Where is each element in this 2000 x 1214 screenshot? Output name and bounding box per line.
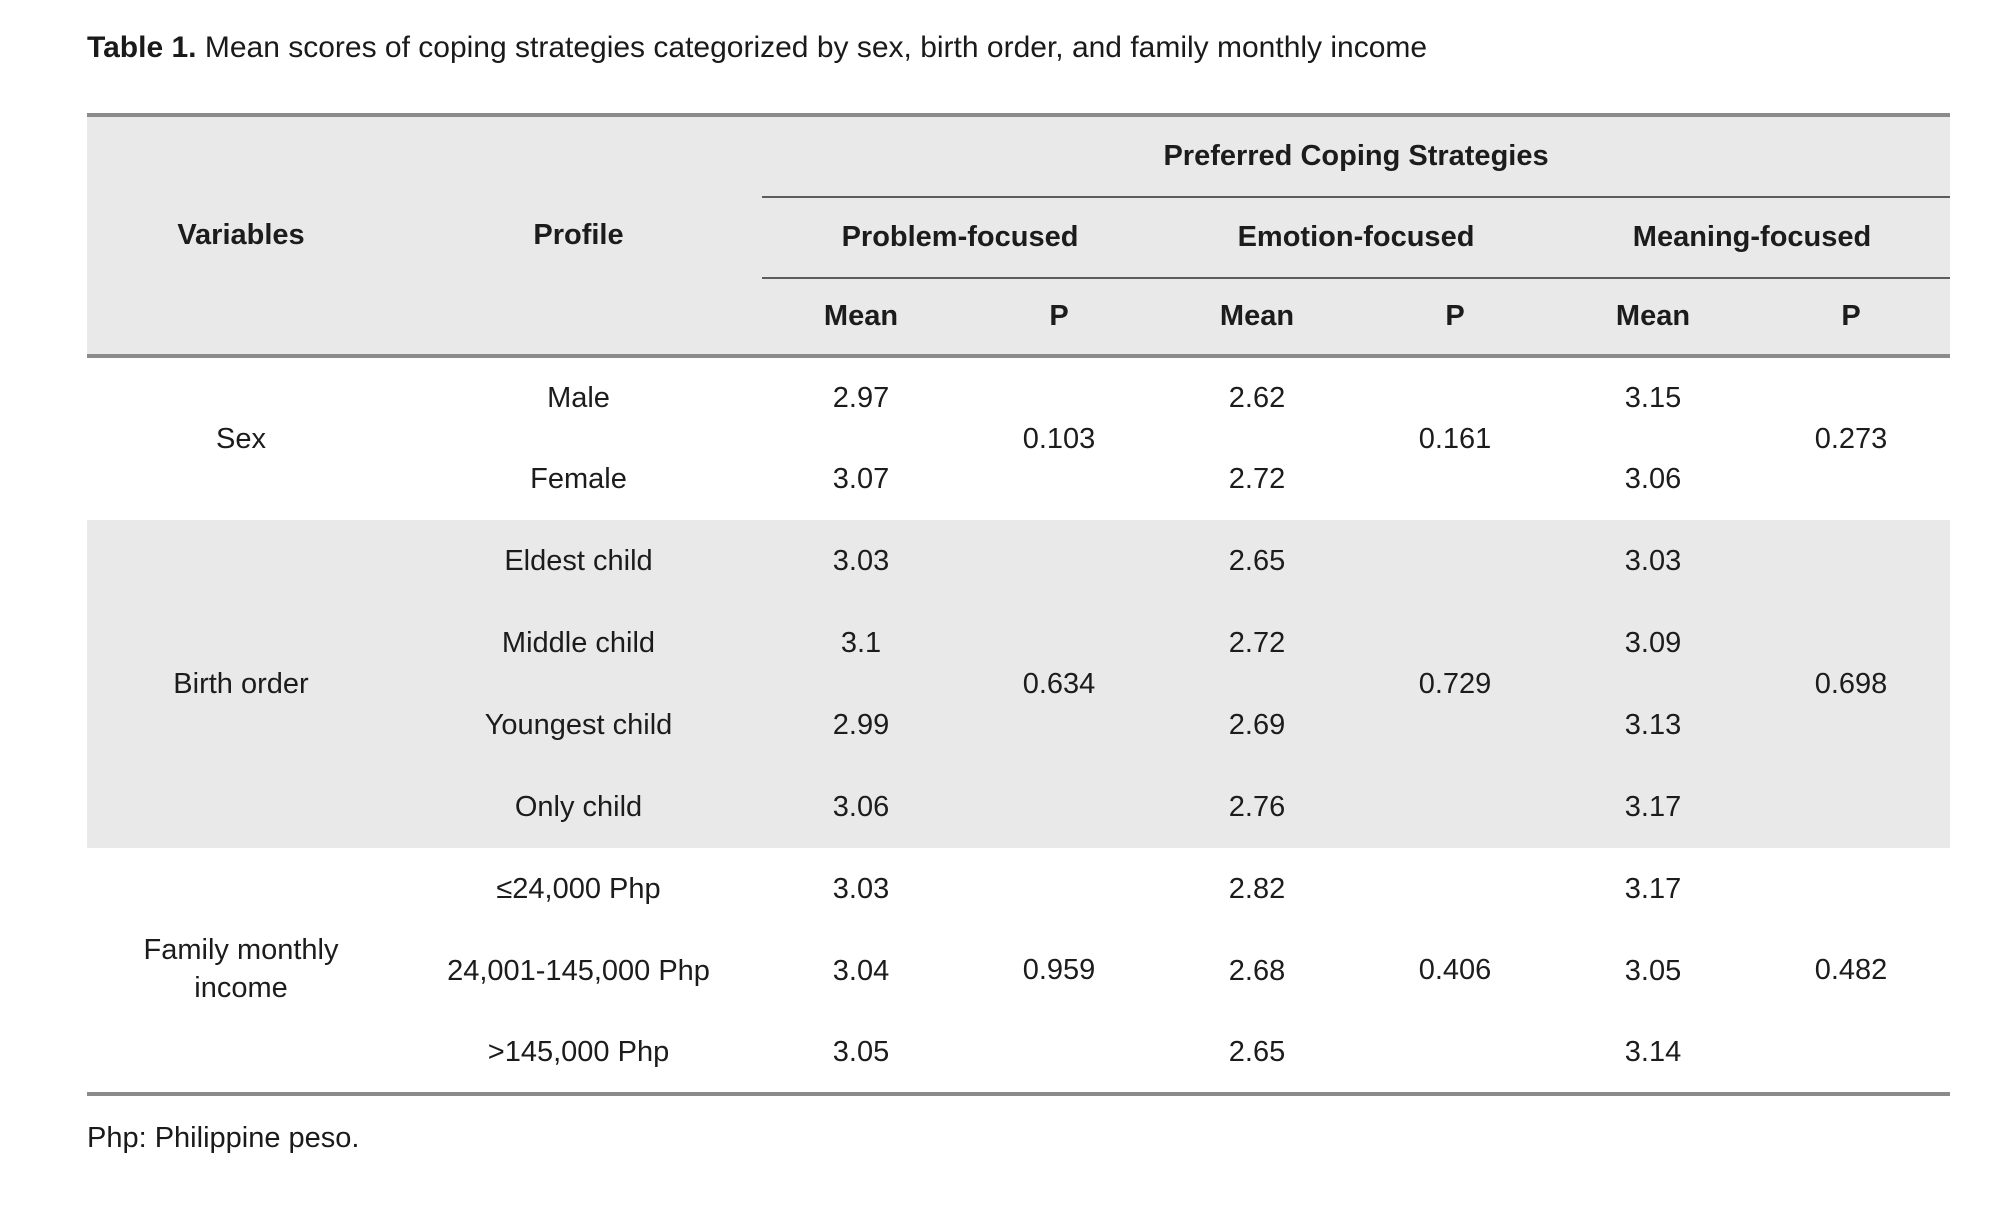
mean-cell: 3.1 xyxy=(762,602,960,684)
mean-cell: 2.65 xyxy=(1158,1012,1356,1094)
mean-cell: 2.99 xyxy=(762,684,960,766)
mean-cell: 3.04 xyxy=(762,930,960,1012)
column-header-mean-meaning: Mean xyxy=(1554,278,1752,358)
section-birth-order: Birth order Eldest child 3.03 0.634 2.65… xyxy=(87,520,1951,848)
column-header-profile: Profile xyxy=(395,115,762,358)
column-group-problem-focused: Problem-focused xyxy=(762,197,1158,279)
mean-cell: 2.76 xyxy=(1158,766,1356,848)
mean-cell: 3.14 xyxy=(1554,1012,1752,1094)
mean-cell: 2.72 xyxy=(1158,438,1356,520)
p-value-cell: 0.273 xyxy=(1752,356,1951,520)
table-row: Middle child 3.1 2.72 3.09 xyxy=(87,602,1950,684)
p-value-cell: 0.729 xyxy=(1356,520,1554,848)
mean-cell: 3.13 xyxy=(1554,684,1752,766)
mean-cell: 3.06 xyxy=(762,766,960,848)
mean-cell: 3.05 xyxy=(762,1012,960,1094)
profile-cell: Only child xyxy=(395,766,762,848)
table-row: Family monthly income ≤24,000 Php 3.03 0… xyxy=(87,848,1951,1094)
mean-cell: 3.17 xyxy=(1554,848,1752,930)
mean-cell: 3.17 xyxy=(1554,766,1752,848)
p-value-cell: 0.161 xyxy=(1356,356,1554,520)
column-header-preferred-coping-strategies: Preferred Coping Strategies xyxy=(762,115,1951,198)
column-group-emotion-focused: Emotion-focused xyxy=(1158,197,1554,279)
mean-cell: 2.68 xyxy=(1158,930,1356,1012)
table-row: 24,001-145,000 Php 3.04 2.68 3.05 xyxy=(87,930,1950,1012)
profile-cell: Middle child xyxy=(395,602,762,684)
p-value-cell: 0.698 xyxy=(1752,520,1951,848)
table-row: Birth order Eldest child 3.03 0.634 2.65… xyxy=(87,520,1951,848)
table-row: Only child 3.06 2.76 3.17 xyxy=(87,766,1950,848)
profile-cell: Youngest child xyxy=(395,684,762,766)
section-sex: Sex Male 2.97 0.103 2.62 0.161 3.15 0.27… xyxy=(87,356,1951,520)
mean-cell: 3.03 xyxy=(762,848,960,930)
profile-cell: >145,000 Php xyxy=(395,1012,762,1094)
column-header-p-problem: P xyxy=(960,278,1158,358)
table-header: Variables Profile Preferred Coping Strat… xyxy=(87,115,1951,358)
column-header-mean-emotion: Mean xyxy=(1158,278,1356,358)
table-row: Female 3.07 2.72 3.06 xyxy=(87,438,1950,520)
p-value-cell: 0.634 xyxy=(960,520,1158,848)
column-header-p-emotion: P xyxy=(1356,278,1554,358)
p-value-cell: 0.103 xyxy=(960,356,1158,520)
profile-cell: Eldest child xyxy=(395,520,762,602)
variable-label: Family monthly income xyxy=(143,934,339,1004)
p-value-cell: 0.482 xyxy=(1752,848,1951,1094)
table-caption-label: Table 1. xyxy=(87,31,197,64)
column-header-mean-problem: Mean xyxy=(762,278,960,358)
mean-cell: 2.82 xyxy=(1158,848,1356,930)
column-header-p-meaning: P xyxy=(1752,278,1951,358)
mean-cell: 2.72 xyxy=(1158,602,1356,684)
column-group-meaning-focused: Meaning-focused xyxy=(1554,197,1951,279)
table-caption: Table 1. Mean scores of coping strategie… xyxy=(87,28,1427,67)
variable-cell-family-monthly-income: Family monthly income xyxy=(87,848,395,1094)
mean-cell: 2.69 xyxy=(1158,684,1356,766)
mean-cell: 3.03 xyxy=(762,520,960,602)
profile-cell: Male xyxy=(395,356,762,438)
p-value-cell: 0.959 xyxy=(960,848,1158,1094)
coping-strategies-table: Variables Profile Preferred Coping Strat… xyxy=(87,113,1951,1096)
profile-cell: ≤24,000 Php xyxy=(395,848,762,930)
section-family-monthly-income: Family monthly income ≤24,000 Php 3.03 0… xyxy=(87,848,1951,1094)
table-footnote: Php: Philippine peso. xyxy=(87,1122,360,1154)
mean-cell: 2.65 xyxy=(1158,520,1356,602)
profile-cell: 24,001-145,000 Php xyxy=(395,930,762,1012)
mean-cell: 3.09 xyxy=(1554,602,1752,684)
table-row: >145,000 Php 3.05 2.65 3.14 xyxy=(87,1012,1950,1094)
header-row-mean-p: Mean P Mean P Mean P xyxy=(87,278,1951,358)
p-value-cell: 0.406 xyxy=(1356,848,1554,1094)
mean-cell: 2.62 xyxy=(1158,356,1356,438)
header-row-groups: Problem-focused Emotion-focused Meaning-… xyxy=(87,197,1951,279)
mean-cell: 3.03 xyxy=(1554,520,1752,602)
variable-cell-birth-order: Birth order xyxy=(87,520,395,848)
variable-cell-sex: Sex xyxy=(87,356,395,520)
table-row: Youngest child 2.99 2.69 3.13 xyxy=(87,684,1950,766)
mean-cell: 3.07 xyxy=(762,438,960,520)
header-row-coping: Variables Profile Preferred Coping Strat… xyxy=(87,115,1951,358)
mean-cell: 3.06 xyxy=(1554,438,1752,520)
table-caption-text: Mean scores of coping strategies categor… xyxy=(204,31,1428,64)
column-header-variables: Variables xyxy=(87,115,395,358)
mean-cell: 3.05 xyxy=(1554,930,1752,1012)
profile-cell: Female xyxy=(395,438,762,520)
mean-cell: 3.15 xyxy=(1554,356,1752,438)
mean-cell: 2.97 xyxy=(762,356,960,438)
table-row: Sex Male 2.97 0.103 2.62 0.161 3.15 0.27… xyxy=(87,356,1951,520)
